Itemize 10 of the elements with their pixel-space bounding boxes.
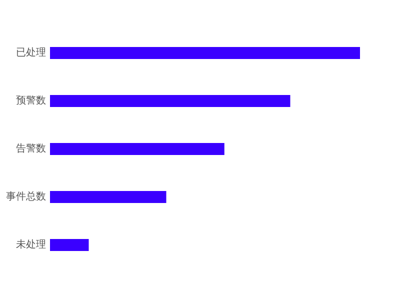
y-tick-label: 事件总数 — [6, 190, 46, 202]
y-tick-label: 未处理 — [16, 238, 46, 250]
bar — [50, 47, 360, 59]
y-tick-label: 已处理 — [16, 46, 46, 58]
y-tick-label: 预警数 — [16, 94, 46, 106]
y-tick-label: 告警数 — [16, 142, 46, 154]
bar — [50, 191, 166, 203]
bar — [50, 143, 224, 155]
bar — [50, 95, 290, 107]
bar — [50, 239, 89, 251]
